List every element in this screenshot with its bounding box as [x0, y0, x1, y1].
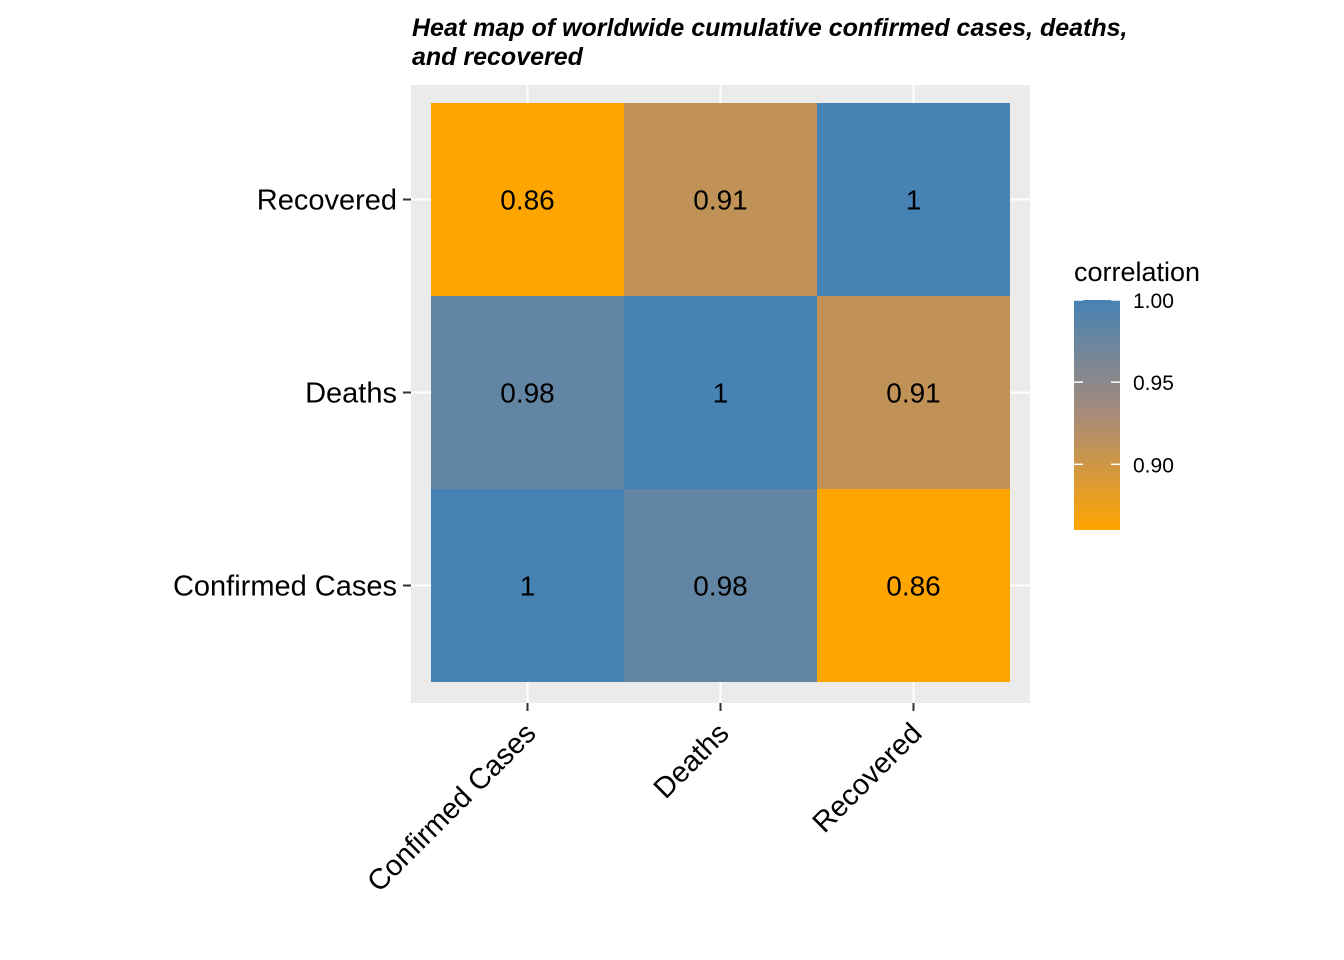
heatmap-cell — [431, 296, 624, 489]
legend-tick-label: 0.90 — [1133, 454, 1174, 477]
cell-value-label: 0.91 — [693, 185, 748, 216]
heatmap-cell — [817, 489, 1010, 682]
cell-value-label: 0.91 — [886, 378, 941, 409]
legend-ticks: 1.00 0.95 0.90 — [1074, 290, 1174, 477]
heatmap-cell — [817, 103, 1010, 296]
cell-value-label: 0.98 — [500, 378, 555, 409]
legend-tick-label: 1.00 — [1133, 290, 1174, 313]
cell-value-label: 0.86 — [500, 185, 555, 216]
heatmap-cell — [624, 296, 817, 489]
chart-title-line-1: Heat map of worldwide cumulative confirm… — [412, 14, 1127, 42]
y-tick-label: Confirmed Cases — [173, 571, 397, 603]
x-axis: Confirmed Cases Deaths Recovered — [361, 703, 928, 898]
legend-colorbar — [1074, 300, 1120, 530]
chart-title-line-2: and recovered — [412, 43, 584, 71]
cell-value-label: 0.86 — [886, 571, 941, 602]
heatmap-cell — [624, 489, 817, 682]
heatmap-cell — [431, 103, 624, 296]
legend-tick-label: 0.95 — [1133, 372, 1174, 395]
cell-value-label: 1 — [520, 571, 536, 602]
heatmap-cell — [431, 489, 624, 682]
cell-value-label: 1 — [713, 378, 729, 409]
x-tick-label: Deaths — [648, 717, 736, 805]
y-tick-label: Recovered — [257, 185, 397, 217]
x-tick-label: Confirmed Cases — [361, 717, 542, 898]
heatmap-cell — [624, 103, 817, 296]
y-axis: Confirmed Cases Deaths Recovered — [173, 185, 411, 603]
y-tick-label: Deaths — [305, 378, 397, 410]
cell-value-label: 1 — [906, 185, 922, 216]
legend-title: correlation — [1074, 257, 1200, 287]
heatmap-cell — [817, 296, 1010, 489]
legend: correlation 1.00 0.95 0.90 — [1074, 257, 1200, 530]
x-tick-label: Recovered — [807, 717, 929, 839]
cell-value-label: 0.98 — [693, 571, 748, 602]
heatmap-cells — [431, 103, 1010, 682]
cell-labels: 1 0.98 0.86 0.98 1 0.91 0.86 0.91 1 — [500, 185, 941, 602]
